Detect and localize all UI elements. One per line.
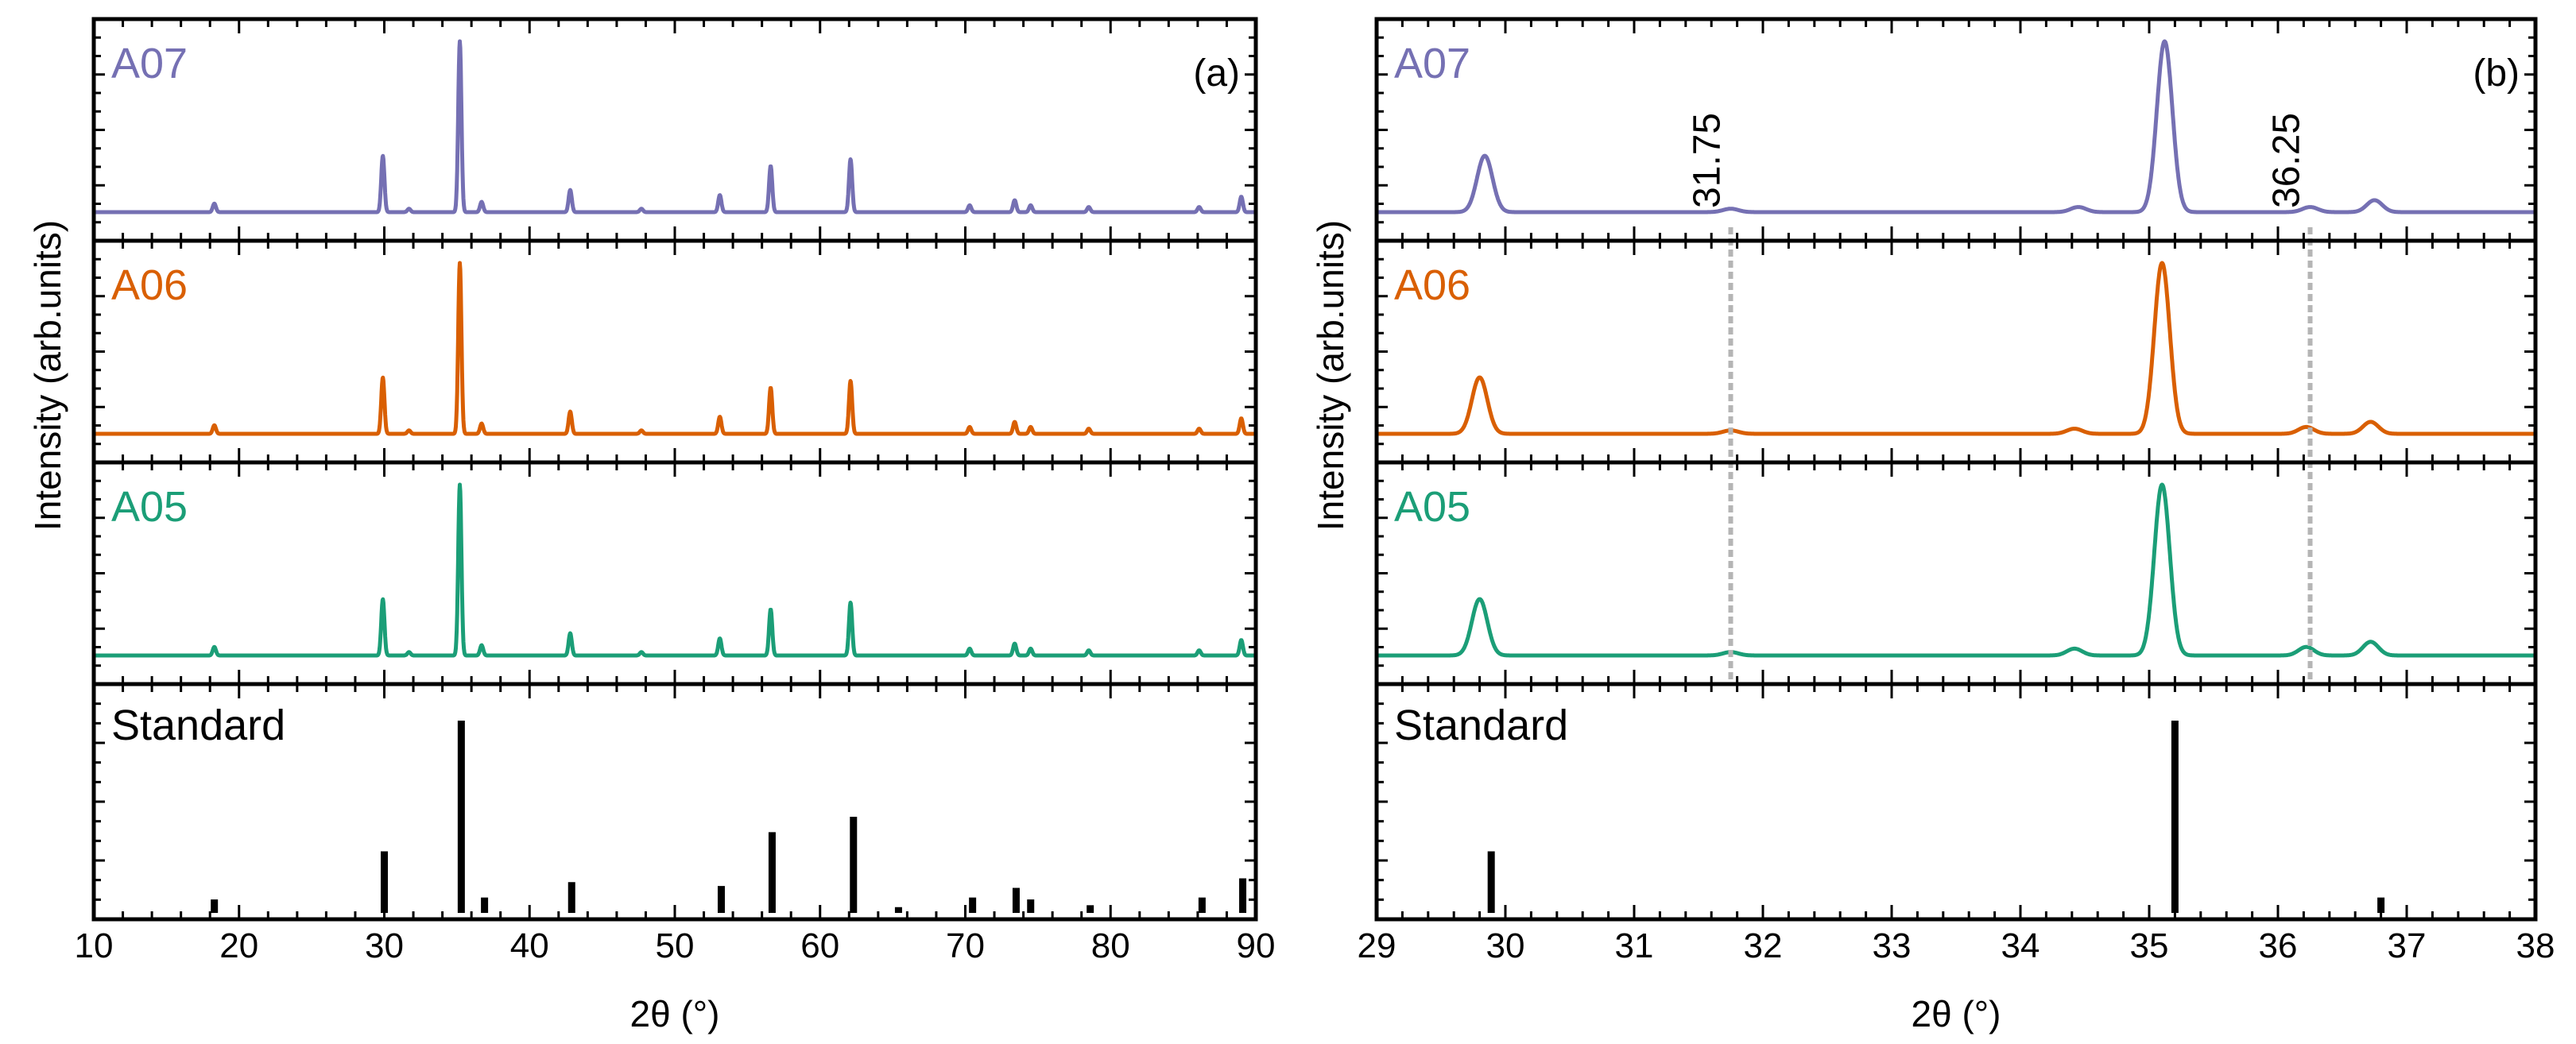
y-axis-title: Intensity (arb.units): [1310, 220, 1351, 531]
panel-label: (b): [2473, 52, 2520, 95]
series-line-a05: [92, 482, 1257, 658]
x-tick-label: 38: [2516, 926, 2555, 965]
series-line-a06: [1375, 261, 2537, 436]
series-line-a07: [92, 39, 1257, 215]
guide-line-label: 31.75: [1687, 113, 1729, 208]
panel-label: (a): [1193, 52, 1240, 95]
x-tick-label: 50: [656, 926, 695, 965]
guide-line-label: 36.25: [2266, 113, 2308, 208]
x-tick-label: 90: [1237, 926, 1276, 965]
series-label-a07: A07: [111, 40, 188, 87]
chart-panel-b: A07 A06 A05 Standard 31.75 36.25 29 30 31 32 33 34 3…: [1310, 17, 2555, 1034]
x-tick-label: 10: [75, 926, 114, 965]
standard-label: Standard: [111, 702, 285, 749]
chart-panel-a: A07 A06 A05 Standard 10 20 30 40 50 60 70 80 90 2θ (°…: [27, 17, 1276, 1034]
x-tick-label: 60: [800, 926, 839, 965]
series-label-a05: A05: [111, 483, 188, 531]
x-tick-label: 30: [365, 926, 404, 965]
x-tick-label: 31: [1615, 926, 1654, 965]
x-tick-label: 80: [1091, 926, 1130, 965]
series-line-a06: [92, 261, 1257, 436]
plot-frame: [1374, 17, 2538, 922]
x-tick-label: 37: [2388, 926, 2427, 965]
series-label-a05: A05: [1394, 483, 1470, 531]
x-tick-label: 70: [946, 926, 985, 965]
x-tick-label: 40: [510, 926, 549, 965]
x-axis-title: 2θ (°): [1912, 993, 2001, 1034]
series-label-a06: A06: [1394, 261, 1470, 309]
x-tick-label: 30: [1486, 926, 1525, 965]
series-line-a05: [1375, 482, 2537, 658]
x-axis-title: 2θ (°): [630, 993, 720, 1034]
x-tick-label: 29: [1358, 926, 1396, 965]
x-tick-label: 35: [2130, 926, 2169, 965]
x-tick-label: 20: [219, 926, 258, 965]
series-label-a07: A07: [1394, 40, 1470, 87]
series-line-a07: [1375, 39, 2537, 215]
y-axis-title: Intensity (arb.units): [27, 220, 68, 531]
series-label-a06: A06: [111, 261, 188, 309]
x-tick-label: 36: [2259, 926, 2298, 965]
x-tick-label: 33: [1873, 926, 1912, 965]
x-tick-label: 32: [1744, 926, 1783, 965]
x-tick-label: 34: [2001, 926, 2040, 965]
standard-label: Standard: [1394, 702, 1568, 749]
